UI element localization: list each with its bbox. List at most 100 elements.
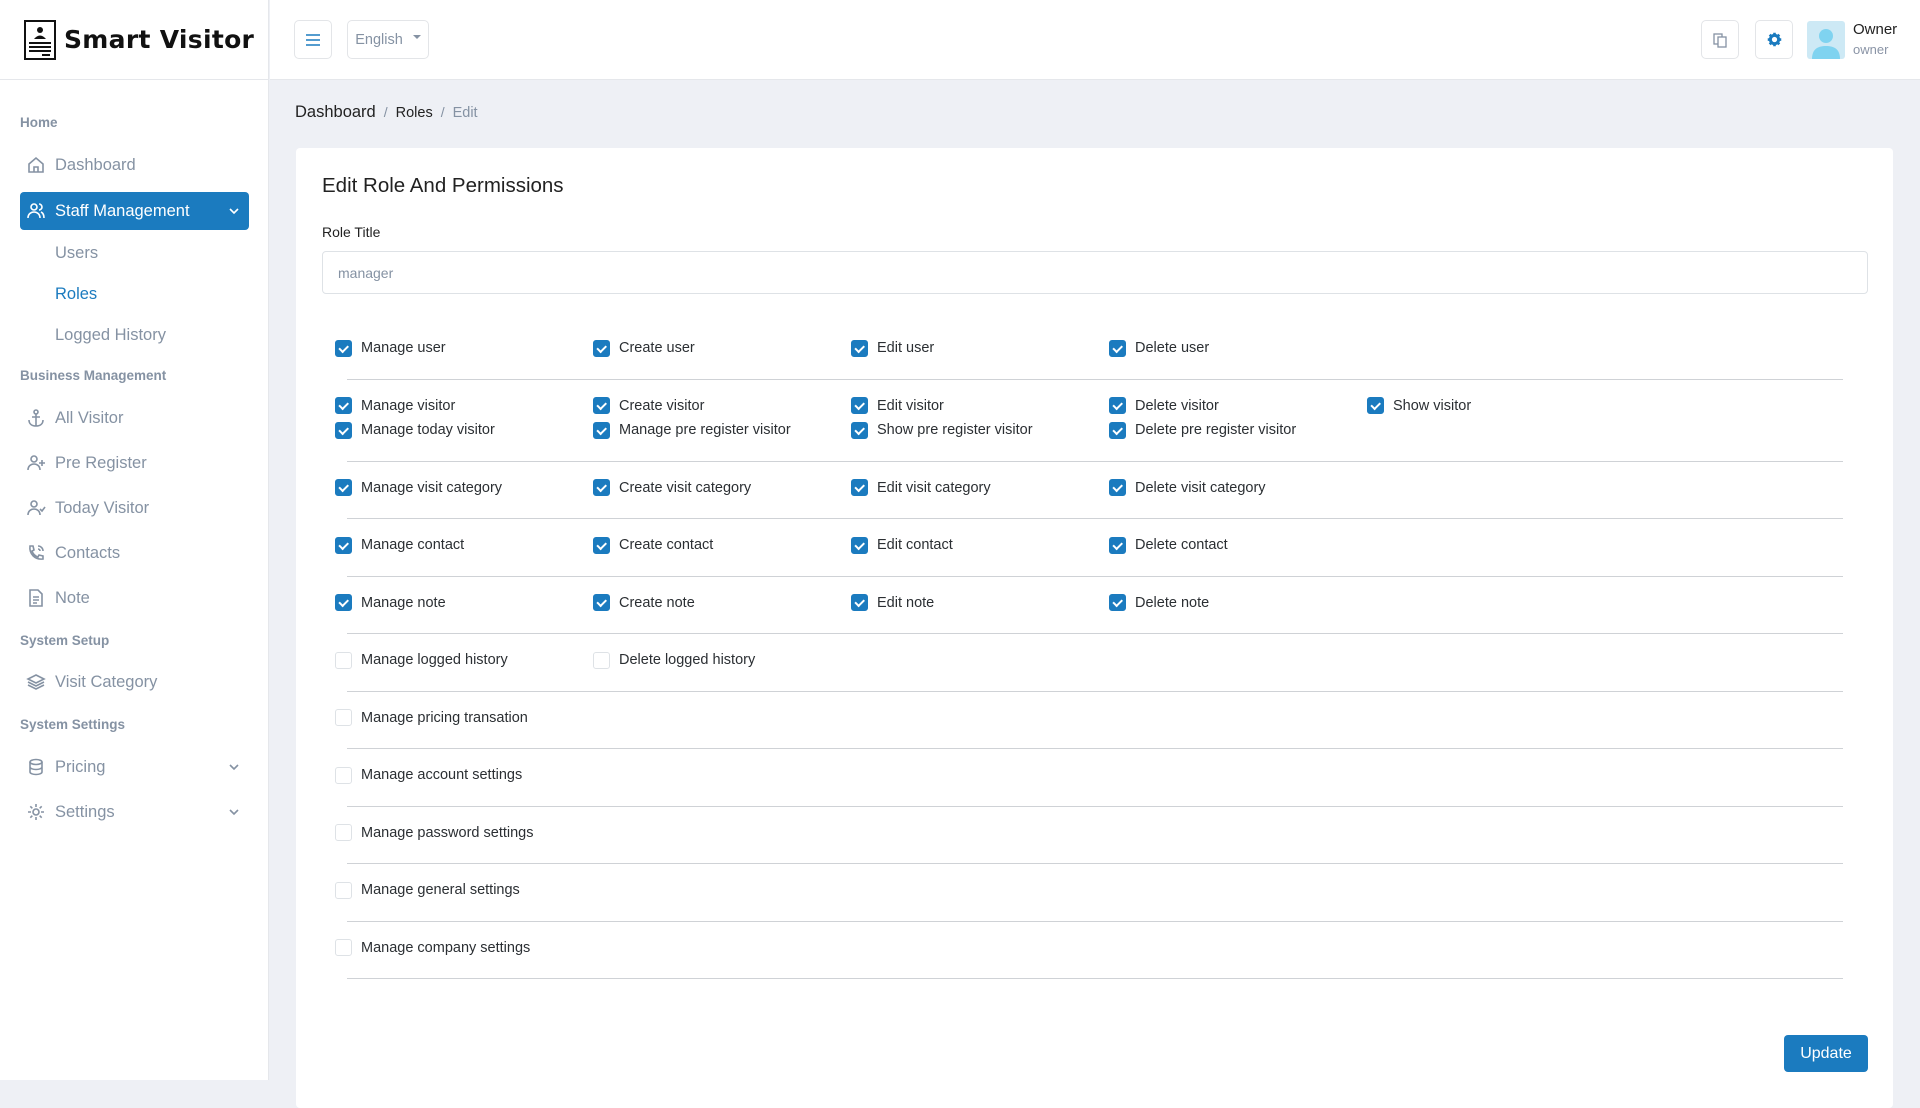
sidebar-item-all-visitor[interactable]: All Visitor bbox=[20, 399, 249, 437]
permission-label: Delete note bbox=[1135, 594, 1210, 611]
permission-item[interactable]: Manage visitor bbox=[335, 397, 605, 415]
breadcrumb-dashboard[interactable]: Dashboard bbox=[295, 103, 376, 121]
permission-label: Manage contact bbox=[361, 537, 465, 554]
visitor-card-icon bbox=[24, 19, 56, 60]
copy-button[interactable] bbox=[1701, 20, 1739, 59]
sidebar-item-dashboard[interactable]: Dashboard bbox=[20, 146, 249, 184]
sidebar-item-label: Note bbox=[55, 588, 90, 607]
sidebar-item-visit-category[interactable]: Visit Category bbox=[20, 663, 249, 701]
permission-checkbox[interactable] bbox=[1109, 397, 1126, 415]
sidebar-item-today-visitor[interactable]: Today Visitor bbox=[20, 489, 249, 527]
permission-checkbox[interactable] bbox=[851, 421, 868, 439]
permission-item[interactable]: Edit visitor bbox=[851, 397, 1121, 415]
permission-item[interactable]: Manage today visitor bbox=[335, 421, 605, 439]
permission-item[interactable]: Create visit category bbox=[593, 479, 863, 497]
permission-item[interactable]: Manage logged history bbox=[335, 651, 605, 669]
permission-item[interactable]: Delete note bbox=[1109, 594, 1379, 612]
user-check-icon bbox=[27, 500, 46, 516]
sidebar-item-pricing[interactable]: Pricing bbox=[20, 748, 249, 786]
settings-button[interactable] bbox=[1755, 20, 1793, 59]
permission-checkbox[interactable] bbox=[851, 479, 868, 497]
permission-item[interactable]: Manage company settings bbox=[335, 939, 605, 957]
permission-item[interactable]: Manage pricing transation bbox=[335, 709, 605, 727]
permission-checkbox[interactable] bbox=[335, 881, 352, 899]
permission-checkbox[interactable] bbox=[593, 421, 610, 439]
sidebar-item-pre-register[interactable]: Pre Register bbox=[20, 444, 249, 482]
permission-item[interactable]: Create contact bbox=[593, 536, 863, 554]
permission-checkbox[interactable] bbox=[335, 479, 352, 497]
chevron-down-icon bbox=[229, 764, 239, 771]
permission-checkbox[interactable] bbox=[335, 421, 352, 439]
breadcrumb-roles[interactable]: Roles bbox=[395, 105, 433, 121]
permission-checkbox[interactable] bbox=[593, 536, 610, 554]
permission-item[interactable]: Edit visit category bbox=[851, 479, 1121, 497]
permission-item[interactable]: Manage user bbox=[335, 339, 605, 357]
permission-checkbox[interactable] bbox=[1109, 421, 1126, 439]
sidebar-item-users[interactable]: Users bbox=[55, 244, 99, 262]
permission-item[interactable]: Delete pre register visitor bbox=[1109, 421, 1379, 439]
permission-item[interactable]: Manage account settings bbox=[335, 766, 605, 784]
permission-checkbox[interactable] bbox=[1109, 536, 1126, 554]
permission-label: Manage logged history bbox=[361, 652, 508, 669]
permission-checkbox[interactable] bbox=[335, 536, 352, 554]
permission-checkbox[interactable] bbox=[335, 709, 352, 727]
permission-item[interactable]: Manage password settings bbox=[335, 824, 605, 842]
permission-item[interactable]: Create visitor bbox=[593, 397, 863, 415]
sidebar-item-roles[interactable]: Roles bbox=[55, 285, 98, 303]
permission-checkbox[interactable] bbox=[1367, 397, 1384, 415]
permission-item[interactable]: Edit user bbox=[851, 339, 1121, 357]
permission-checkbox[interactable] bbox=[593, 479, 610, 497]
permission-checkbox[interactable] bbox=[851, 397, 868, 415]
permission-item[interactable]: Create user bbox=[593, 339, 863, 357]
hamburger-icon bbox=[306, 33, 320, 46]
permission-checkbox[interactable] bbox=[593, 651, 610, 669]
permission-label: Manage today visitor bbox=[361, 422, 495, 439]
permission-checkbox[interactable] bbox=[1109, 594, 1126, 612]
language-dropdown[interactable]: English bbox=[347, 20, 429, 59]
permission-checkbox[interactable] bbox=[593, 397, 610, 415]
permission-checkbox[interactable] bbox=[335, 824, 352, 842]
menu-toggle-button[interactable] bbox=[294, 20, 332, 59]
permission-item[interactable]: Manage note bbox=[335, 594, 605, 612]
permission-item[interactable]: Manage visit category bbox=[335, 479, 605, 497]
permission-checkbox[interactable] bbox=[335, 939, 352, 957]
logo[interactable]: Smart Visitor bbox=[0, 0, 268, 80]
sidebar-item-settings[interactable]: Settings bbox=[20, 793, 249, 831]
sidebar-item-staff-management[interactable]: Staff Management bbox=[20, 192, 249, 230]
permission-checkbox[interactable] bbox=[335, 397, 352, 415]
permission-checkbox[interactable] bbox=[1109, 339, 1126, 357]
sidebar-item-contacts[interactable]: Contacts bbox=[20, 534, 249, 572]
permission-item[interactable]: Manage pre register visitor bbox=[593, 421, 863, 439]
sidebar-item-note[interactable]: Note bbox=[20, 579, 249, 617]
permission-item[interactable]: Manage contact bbox=[335, 536, 605, 554]
permission-item[interactable]: Show pre register visitor bbox=[851, 421, 1121, 439]
permission-item[interactable]: Show visitor bbox=[1367, 397, 1637, 415]
user-name[interactable]: Owner bbox=[1853, 21, 1898, 38]
permission-item[interactable]: Delete contact bbox=[1109, 536, 1379, 554]
update-button[interactable]: Update bbox=[1784, 1035, 1868, 1072]
permission-checkbox[interactable] bbox=[335, 594, 352, 612]
permission-checkbox[interactable] bbox=[851, 339, 868, 357]
permission-item[interactable]: Delete visitor bbox=[1109, 397, 1379, 415]
permission-checkbox[interactable] bbox=[851, 536, 868, 554]
role-title-input[interactable] bbox=[322, 251, 1868, 294]
permission-checkbox[interactable] bbox=[335, 651, 352, 669]
permission-item[interactable]: Edit contact bbox=[851, 536, 1121, 554]
permission-item[interactable]: Delete logged history bbox=[593, 651, 863, 669]
permission-checkbox[interactable] bbox=[1109, 479, 1126, 497]
permission-checkbox[interactable] bbox=[593, 594, 610, 612]
permission-item[interactable]: Delete user bbox=[1109, 339, 1379, 357]
permission-item[interactable]: Manage general settings bbox=[335, 881, 605, 899]
permission-checkbox[interactable] bbox=[335, 766, 352, 784]
permission-item[interactable]: Create note bbox=[593, 594, 863, 612]
sidebar-item-logged-history[interactable]: Logged History bbox=[55, 326, 166, 344]
permission-label: Delete contact bbox=[1135, 537, 1228, 554]
permission-checkbox[interactable] bbox=[593, 339, 610, 357]
permission-checkbox[interactable] bbox=[851, 594, 868, 612]
permission-item[interactable]: Edit note bbox=[851, 594, 1121, 612]
file-text-icon bbox=[29, 589, 43, 607]
permission-item[interactable]: Delete visit category bbox=[1109, 479, 1379, 497]
permission-label: Create contact bbox=[619, 537, 714, 554]
avatar[interactable] bbox=[1807, 21, 1845, 59]
permission-checkbox[interactable] bbox=[335, 339, 352, 357]
